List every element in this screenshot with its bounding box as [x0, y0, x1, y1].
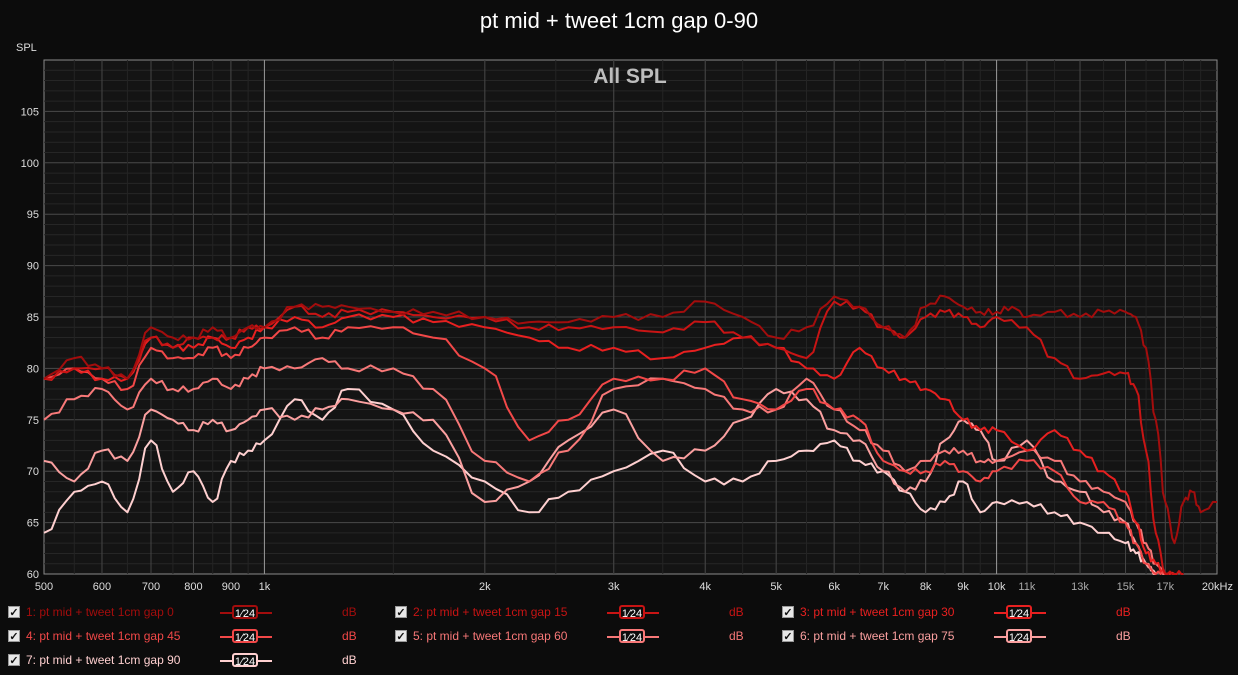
x-tick-label: 4k — [699, 581, 711, 593]
x-tick-label: 13k — [1071, 581, 1089, 593]
legend-item: ✓ 4: pt mid + tweet 1cm gap 45 1⁄24 dB — [8, 627, 388, 647]
legend-item: ✓ 5: pt mid + tweet 1cm gap 60 1⁄24 dB — [395, 627, 775, 647]
y-tick-labels: 60 65 70 75 80 85 90 95 100 105 — [21, 106, 39, 581]
x-tick-label: 7k — [877, 581, 889, 593]
legend-unit: dB — [342, 629, 357, 643]
smoothing-control[interactable]: 1⁄24 — [994, 629, 1046, 645]
spl-chart: 60 65 70 75 80 85 90 95 100 105 500 600 700 800 900 1k… — [21, 59, 1233, 593]
x-tick-label: 600 — [93, 581, 111, 593]
legend-series-name: 2: pt mid + tweet 1cm gap 15 — [413, 605, 568, 619]
legend-series-name: 5: pt mid + tweet 1cm gap 60 — [413, 629, 568, 643]
legend-unit: dB — [729, 605, 744, 619]
legend-unit: dB — [1116, 605, 1131, 619]
legend-item: ✓ 3: pt mid + tweet 1cm gap 30 1⁄24 dB — [782, 603, 1162, 623]
smoothing-value: 1⁄24 — [232, 653, 258, 668]
series-line-4 — [43, 325, 1166, 575]
legend-series-name: 6: pt mid + tweet 1cm gap 75 — [800, 629, 955, 643]
x-tick-label: 9k — [957, 581, 969, 593]
y-tick-label: 70 — [27, 466, 39, 478]
legend-unit: dB — [729, 629, 744, 643]
legend-label-row: ✓ 5: pt mid + tweet 1cm gap 60 — [395, 627, 567, 645]
smoothing-value: 1⁄24 — [619, 605, 645, 620]
y-axis-label: SPL — [16, 42, 37, 54]
x-tick-label: 6k — [828, 581, 840, 593]
smoothing-control[interactable]: 1⁄24 — [220, 653, 272, 669]
y-tick-label: 100 — [21, 158, 39, 170]
x-tick-label: 15k — [1117, 581, 1135, 593]
smoothing-value: 1⁄24 — [232, 605, 258, 620]
smoothing-control[interactable]: 1⁄24 — [220, 629, 272, 645]
legend-label-row: ✓ 7: pt mid + tweet 1cm gap 90 — [8, 651, 180, 669]
legend-series-name: 4: pt mid + tweet 1cm gap 45 — [26, 629, 181, 643]
legend-item: ✓ 1: pt mid + tweet 1cm gap 0 1⁄24 dB — [8, 603, 388, 623]
smoothing-control[interactable]: 1⁄24 — [994, 605, 1046, 621]
x-tick-labels: 500 600 700 800 900 1k 2k 3k 4k 5k 6k 7k 8k 9k 10k 11k 1… — [35, 581, 1233, 593]
legend-series-name: 7: pt mid + tweet 1cm gap 90 — [26, 653, 181, 667]
x-tick-label: 17k — [1156, 581, 1174, 593]
x-tick-label: 2k — [479, 581, 491, 593]
legend-item: ✓ 2: pt mid + tweet 1cm gap 15 1⁄24 dB — [395, 603, 775, 623]
inner-title: All SPL — [593, 65, 667, 88]
chart-title: pt mid + tweet 1cm gap 0-90 — [479, 8, 759, 33]
x-tick-label: 500 — [35, 581, 53, 593]
x-tick-label: 3k — [608, 581, 620, 593]
x-tick-label: 11k — [1018, 581, 1035, 593]
smoothing-value: 1⁄24 — [232, 629, 258, 644]
legend-series-name: 1: pt mid + tweet 1cm gap 0 — [26, 605, 174, 619]
smoothing-value: 1⁄24 — [619, 629, 645, 644]
x-tick-label: 700 — [142, 581, 160, 593]
x-tick-label: 20kHz — [1202, 581, 1233, 593]
y-tick-label: 75 — [27, 415, 39, 427]
legend-label-row: ✓ 1: pt mid + tweet 1cm gap 0 — [8, 603, 174, 621]
legend-item: ✓ 6: pt mid + tweet 1cm gap 75 1⁄24 dB — [782, 627, 1162, 647]
series-line-2 — [43, 300, 1184, 575]
series-visibility-checkbox[interactable]: ✓ — [782, 606, 794, 619]
legend-label-row: ✓ 3: pt mid + tweet 1cm gap 30 — [782, 603, 954, 621]
y-tick-label: 60 — [27, 569, 39, 581]
smoothing-control[interactable]: 1⁄24 — [607, 605, 659, 621]
series-line-5 — [43, 357, 1166, 575]
y-tick-label: 85 — [27, 312, 39, 324]
series-visibility-checkbox[interactable]: ✓ — [395, 630, 407, 643]
legend-label-row: ✓ 2: pt mid + tweet 1cm gap 15 — [395, 603, 567, 621]
x-tick-label: 900 — [222, 581, 240, 593]
legend-unit: dB — [342, 605, 357, 619]
smoothing-value: 1⁄24 — [1006, 605, 1032, 620]
y-tick-label: 95 — [27, 209, 39, 221]
series-visibility-checkbox[interactable]: ✓ — [8, 606, 20, 619]
x-tick-label: 1k — [259, 581, 271, 593]
series-line-7 — [43, 388, 1157, 575]
legend-unit: dB — [1116, 629, 1131, 643]
series-lines — [43, 294, 1218, 575]
legend-label-row: ✓ 4: pt mid + tweet 1cm gap 45 — [8, 627, 180, 645]
smoothing-value: 1⁄24 — [1006, 629, 1032, 644]
series-line-1 — [43, 294, 1218, 545]
x-tick-label: 5k — [770, 581, 782, 593]
y-tick-label: 90 — [27, 261, 39, 273]
x-tick-label: 8k — [920, 581, 932, 593]
smoothing-control[interactable]: 1⁄24 — [220, 605, 272, 621]
series-visibility-checkbox[interactable]: ✓ — [8, 630, 20, 643]
x-tick-label: 10k — [988, 581, 1006, 593]
y-tick-label: 80 — [27, 363, 39, 375]
x-tick-label: 800 — [184, 581, 202, 593]
smoothing-control[interactable]: 1⁄24 — [607, 629, 659, 645]
legend-series-name: 3: pt mid + tweet 1cm gap 30 — [800, 605, 955, 619]
legend-item: ✓ 7: pt mid + tweet 1cm gap 90 1⁄24 dB — [8, 651, 388, 671]
series-line-6 — [43, 388, 1156, 575]
y-tick-label: 65 — [27, 518, 39, 530]
series-visibility-checkbox[interactable]: ✓ — [395, 606, 407, 619]
series-visibility-checkbox[interactable]: ✓ — [782, 630, 794, 643]
y-tick-label: 105 — [21, 106, 39, 118]
legend-label-row: ✓ 6: pt mid + tweet 1cm gap 75 — [782, 627, 954, 645]
series-visibility-checkbox[interactable]: ✓ — [8, 654, 20, 667]
legend-unit: dB — [342, 653, 357, 667]
